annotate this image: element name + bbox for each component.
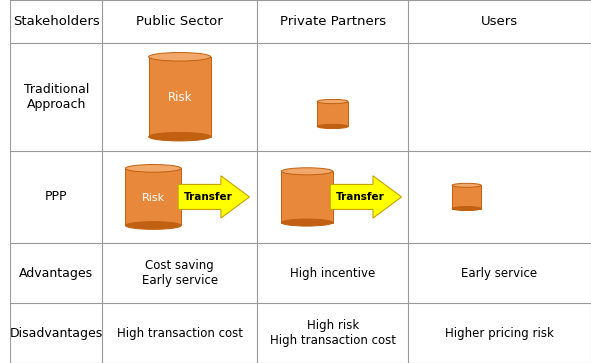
Text: Stakeholders: Stakeholders xyxy=(13,15,100,28)
Ellipse shape xyxy=(149,53,210,61)
Polygon shape xyxy=(330,176,401,218)
Text: Advantages: Advantages xyxy=(20,267,93,280)
Ellipse shape xyxy=(452,207,481,211)
Ellipse shape xyxy=(452,183,481,187)
Text: High risk
High transaction cost: High risk High transaction cost xyxy=(269,319,395,347)
Ellipse shape xyxy=(317,124,348,129)
Text: Risk: Risk xyxy=(167,91,192,104)
Text: Transfer: Transfer xyxy=(184,192,232,202)
FancyBboxPatch shape xyxy=(149,57,210,137)
Text: Cost saving
Early service: Cost saving Early service xyxy=(142,259,217,287)
Text: Early service: Early service xyxy=(462,267,538,280)
Text: Risk: Risk xyxy=(142,193,165,203)
Ellipse shape xyxy=(317,99,348,104)
Ellipse shape xyxy=(149,132,210,141)
FancyBboxPatch shape xyxy=(317,102,348,126)
Text: Private Partners: Private Partners xyxy=(280,15,386,28)
Polygon shape xyxy=(178,176,249,218)
Ellipse shape xyxy=(281,219,333,226)
FancyBboxPatch shape xyxy=(125,168,181,225)
Text: Transfer: Transfer xyxy=(336,192,385,202)
Text: PPP: PPP xyxy=(45,191,67,203)
Text: High incentive: High incentive xyxy=(290,267,375,280)
Ellipse shape xyxy=(125,222,181,229)
Text: Users: Users xyxy=(481,15,518,28)
Text: Disadvantages: Disadvantages xyxy=(9,327,103,339)
FancyBboxPatch shape xyxy=(281,171,333,223)
Text: Higher pricing risk: Higher pricing risk xyxy=(445,327,554,339)
FancyBboxPatch shape xyxy=(452,185,481,208)
Text: High transaction cost: High transaction cost xyxy=(116,327,243,339)
Text: Public Sector: Public Sector xyxy=(137,15,223,28)
Text: Traditional
Approach: Traditional Approach xyxy=(24,83,89,111)
Ellipse shape xyxy=(281,168,333,175)
Ellipse shape xyxy=(125,164,181,172)
